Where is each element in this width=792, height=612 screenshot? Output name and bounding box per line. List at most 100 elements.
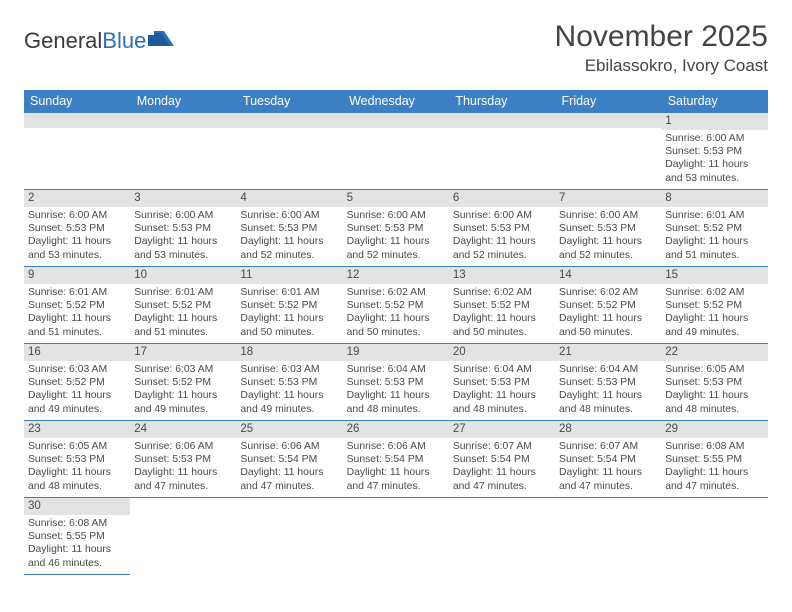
day-number: 6 <box>449 190 555 207</box>
calendar-day-cell: 12Sunrise: 6:02 AMSunset: 5:52 PMDayligh… <box>343 266 449 343</box>
daylight-text: Daylight: 11 hours and 50 minutes. <box>240 312 338 339</box>
calendar-day-cell: 28Sunrise: 6:07 AMSunset: 5:54 PMDayligh… <box>555 420 661 497</box>
calendar-table: SundayMondayTuesdayWednesdayThursdayFrid… <box>24 90 768 575</box>
daylight-text: Daylight: 11 hours and 47 minutes. <box>134 466 232 493</box>
calendar-day-cell: 13Sunrise: 6:02 AMSunset: 5:52 PMDayligh… <box>449 266 555 343</box>
calendar-day-cell: 2 Sunrise: 6:00 AMSunset: 5:53 PMDaylight… <box>24 189 130 266</box>
calendar-day-cell <box>236 497 342 574</box>
day-number: 18 <box>236 344 342 361</box>
calendar-day-cell: 15Sunrise: 6:02 AMSunset: 5:52 PMDayligh… <box>661 266 767 343</box>
calendar-header-cell: Thursday <box>449 90 555 113</box>
sunset-text: Sunset: 5:53 PM <box>240 376 338 389</box>
daylight-text: Daylight: 11 hours and 48 minutes. <box>559 389 657 416</box>
sunset-text: Sunset: 5:52 PM <box>28 299 126 312</box>
sunset-text: Sunset: 5:52 PM <box>134 299 232 312</box>
calendar-day-cell: 24Sunrise: 6:06 AMSunset: 5:53 PMDayligh… <box>130 420 236 497</box>
day-number: 21 <box>555 344 661 361</box>
logo: GeneralBlue <box>24 28 174 54</box>
calendar-day-cell: 8Sunrise: 6:01 AMSunset: 5:52 PMDaylight… <box>661 189 767 266</box>
daylight-text: Daylight: 11 hours and 53 minutes. <box>665 158 763 185</box>
calendar-day-cell <box>449 113 555 189</box>
daylight-text: Daylight: 11 hours and 48 minutes. <box>347 389 445 416</box>
logo-text-2: Blue <box>102 28 146 54</box>
day-number: 3 <box>130 190 236 207</box>
calendar-day-cell: 23Sunrise: 6:05 AMSunset: 5:53 PMDayligh… <box>24 420 130 497</box>
calendar-day-cell <box>343 497 449 574</box>
sunrise-text: Sunrise: 6:07 AM <box>453 440 551 453</box>
calendar-day-cell: 25Sunrise: 6:06 AMSunset: 5:54 PMDayligh… <box>236 420 342 497</box>
daylight-text: Daylight: 11 hours and 47 minutes. <box>240 466 338 493</box>
day-number: 10 <box>130 267 236 284</box>
day-number: 8 <box>661 190 767 207</box>
day-number: 5 <box>343 190 449 207</box>
calendar-header-cell: Wednesday <box>343 90 449 113</box>
sunrise-text: Sunrise: 6:00 AM <box>453 209 551 222</box>
sunset-text: Sunset: 5:53 PM <box>665 376 763 389</box>
sunset-text: Sunset: 5:54 PM <box>453 453 551 466</box>
calendar-day-cell <box>236 113 342 189</box>
calendar-day-cell <box>661 497 767 574</box>
sunset-text: Sunset: 5:54 PM <box>240 453 338 466</box>
sunrise-text: Sunrise: 6:00 AM <box>28 209 126 222</box>
calendar-header-cell: Saturday <box>661 90 767 113</box>
calendar-day-cell <box>130 113 236 189</box>
sunrise-text: Sunrise: 6:08 AM <box>28 517 126 530</box>
calendar-day-cell: 14Sunrise: 6:02 AMSunset: 5:52 PMDayligh… <box>555 266 661 343</box>
flag-icon <box>148 30 174 48</box>
sunrise-text: Sunrise: 6:01 AM <box>28 286 126 299</box>
page-location: Ebilassokro, Ivory Coast <box>555 56 768 76</box>
page-title: November 2025 <box>555 20 768 54</box>
sunset-text: Sunset: 5:52 PM <box>665 299 763 312</box>
day-number: 27 <box>449 421 555 438</box>
daylight-text: Daylight: 11 hours and 51 minutes. <box>665 235 763 262</box>
sunrise-text: Sunrise: 6:01 AM <box>665 209 763 222</box>
sunrise-text: Sunrise: 6:01 AM <box>240 286 338 299</box>
calendar-day-cell: 3Sunrise: 6:00 AMSunset: 5:53 PMDaylight… <box>130 189 236 266</box>
calendar-day-cell <box>343 113 449 189</box>
daylight-text: Daylight: 11 hours and 50 minutes. <box>347 312 445 339</box>
sunset-text: Sunset: 5:53 PM <box>28 453 126 466</box>
day-number: 12 <box>343 267 449 284</box>
calendar-header-row: SundayMondayTuesdayWednesdayThursdayFrid… <box>24 90 768 113</box>
calendar-day-cell: 19Sunrise: 6:04 AMSunset: 5:53 PMDayligh… <box>343 343 449 420</box>
sunset-text: Sunset: 5:52 PM <box>240 299 338 312</box>
calendar-day-cell: 1Sunrise: 6:00 AMSunset: 5:53 PMDaylight… <box>661 113 767 189</box>
calendar-day-cell: 6Sunrise: 6:00 AMSunset: 5:53 PMDaylight… <box>449 189 555 266</box>
day-number: 2 <box>24 190 130 207</box>
day-number: 14 <box>555 267 661 284</box>
calendar-week-row: 23Sunrise: 6:05 AMSunset: 5:53 PMDayligh… <box>24 420 768 497</box>
calendar-day-cell: 30Sunrise: 6:08 AMSunset: 5:55 PMDayligh… <box>24 497 130 574</box>
daylight-text: Daylight: 11 hours and 49 minutes. <box>240 389 338 416</box>
calendar-day-cell: 17Sunrise: 6:03 AMSunset: 5:52 PMDayligh… <box>130 343 236 420</box>
calendar-day-cell: 10Sunrise: 6:01 AMSunset: 5:52 PMDayligh… <box>130 266 236 343</box>
day-number: 23 <box>24 421 130 438</box>
sunset-text: Sunset: 5:52 PM <box>347 299 445 312</box>
logo-text-1: General <box>24 28 102 54</box>
calendar-day-cell: 11Sunrise: 6:01 AMSunset: 5:52 PMDayligh… <box>236 266 342 343</box>
sunset-text: Sunset: 5:53 PM <box>28 222 126 235</box>
calendar-day-cell <box>130 497 236 574</box>
calendar-day-cell: 21Sunrise: 6:04 AMSunset: 5:53 PMDayligh… <box>555 343 661 420</box>
daylight-text: Daylight: 11 hours and 52 minutes. <box>240 235 338 262</box>
sunset-text: Sunset: 5:53 PM <box>453 376 551 389</box>
daylight-text: Daylight: 11 hours and 52 minutes. <box>559 235 657 262</box>
daylight-text: Daylight: 11 hours and 47 minutes. <box>347 466 445 493</box>
calendar-header-cell: Tuesday <box>236 90 342 113</box>
day-number: 16 <box>24 344 130 361</box>
calendar-body: 1Sunrise: 6:00 AMSunset: 5:53 PMDaylight… <box>24 113 768 574</box>
calendar-day-cell: 16Sunrise: 6:03 AMSunset: 5:52 PMDayligh… <box>24 343 130 420</box>
day-number: 15 <box>661 267 767 284</box>
calendar-day-cell: 22Sunrise: 6:05 AMSunset: 5:53 PMDayligh… <box>661 343 767 420</box>
calendar-week-row: 16Sunrise: 6:03 AMSunset: 5:52 PMDayligh… <box>24 343 768 420</box>
sunrise-text: Sunrise: 6:01 AM <box>134 286 232 299</box>
daylight-text: Daylight: 11 hours and 53 minutes. <box>28 235 126 262</box>
daylight-text: Daylight: 11 hours and 49 minutes. <box>665 312 763 339</box>
calendar-day-cell <box>555 113 661 189</box>
calendar-header-cell: Monday <box>130 90 236 113</box>
daylight-text: Daylight: 11 hours and 49 minutes. <box>134 389 232 416</box>
daylight-text: Daylight: 11 hours and 48 minutes. <box>665 389 763 416</box>
day-number: 20 <box>449 344 555 361</box>
sunset-text: Sunset: 5:52 PM <box>28 376 126 389</box>
day-number: 25 <box>236 421 342 438</box>
calendar-day-cell <box>449 497 555 574</box>
